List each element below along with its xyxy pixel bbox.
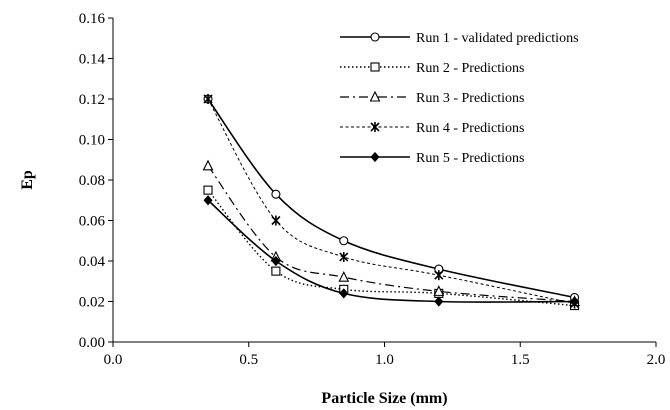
series-group bbox=[202, 94, 580, 311]
data-point bbox=[369, 90, 381, 102]
data-point bbox=[203, 94, 213, 104]
y-tick-label: 0.06 bbox=[79, 214, 106, 230]
legend-label: Run 3 - Predictions bbox=[416, 91, 525, 106]
legend-label: Run 4 - Predictions bbox=[416, 121, 525, 136]
data-point bbox=[370, 122, 380, 132]
data-point bbox=[370, 32, 380, 42]
data-point bbox=[339, 251, 349, 262]
data-point bbox=[203, 185, 213, 195]
y-tick-label: 0.14 bbox=[79, 52, 106, 68]
data-point bbox=[339, 236, 349, 246]
series-run-5 bbox=[203, 195, 580, 307]
x-axis-title: Particle Size (mm) bbox=[321, 390, 447, 407]
data-point bbox=[203, 195, 213, 206]
series-line bbox=[207, 98, 575, 305]
legend-item-run-5: Run 5 - Predictions bbox=[340, 151, 525, 166]
legend-item-run-3: Run 3 - Predictions bbox=[340, 90, 525, 106]
y-tick-label: 0.00 bbox=[79, 335, 105, 351]
data-point bbox=[271, 189, 281, 199]
axes: 0.00 0.02 0.04 0.06 0.08 0.10 0.12 0.14 0.16 0.0 0… bbox=[79, 11, 666, 368]
data-point bbox=[271, 266, 281, 276]
y-tick-label: 0.02 bbox=[79, 295, 105, 311]
data-point bbox=[271, 215, 281, 226]
data-point bbox=[370, 62, 380, 72]
x-tick-label: 0.5 bbox=[239, 352, 258, 368]
legend-item-run-4: Run 4 - Predictions bbox=[340, 121, 525, 136]
data-point bbox=[434, 296, 444, 307]
y-tick-label: 0.12 bbox=[79, 92, 105, 108]
y-tick-label: 0.10 bbox=[79, 133, 105, 149]
legend-label: Run 5 - Predictions bbox=[416, 151, 525, 166]
series-line bbox=[207, 199, 575, 303]
legend: Run 1 - validated predictions Run 2 - Pre… bbox=[340, 31, 579, 166]
legend-item-run-1: Run 1 - validated predictions bbox=[340, 31, 579, 46]
data-point bbox=[271, 255, 281, 267]
y-tick-label: 0.08 bbox=[79, 173, 105, 189]
legend-label: Run 1 - validated predictions bbox=[416, 31, 579, 46]
data-point bbox=[570, 296, 580, 307]
data-point bbox=[202, 159, 214, 171]
x-tick-label: 0.0 bbox=[104, 352, 123, 368]
data-point bbox=[433, 285, 445, 296]
y-axis-title: Ep bbox=[19, 170, 36, 190]
x-tick-label: 1.0 bbox=[375, 352, 394, 368]
x-tick-label: 1.5 bbox=[511, 352, 530, 368]
data-point bbox=[434, 270, 444, 281]
y-tick-label: 0.16 bbox=[79, 11, 106, 27]
y-tick-label: 0.04 bbox=[79, 254, 106, 270]
legend-item-run-2: Run 2 - Predictions bbox=[340, 61, 525, 76]
legend-label: Run 2 - Predictions bbox=[416, 61, 525, 76]
x-tick-label: 2.0 bbox=[647, 352, 666, 368]
data-point bbox=[339, 288, 349, 299]
data-point bbox=[370, 151, 380, 163]
data-point bbox=[338, 270, 350, 282]
